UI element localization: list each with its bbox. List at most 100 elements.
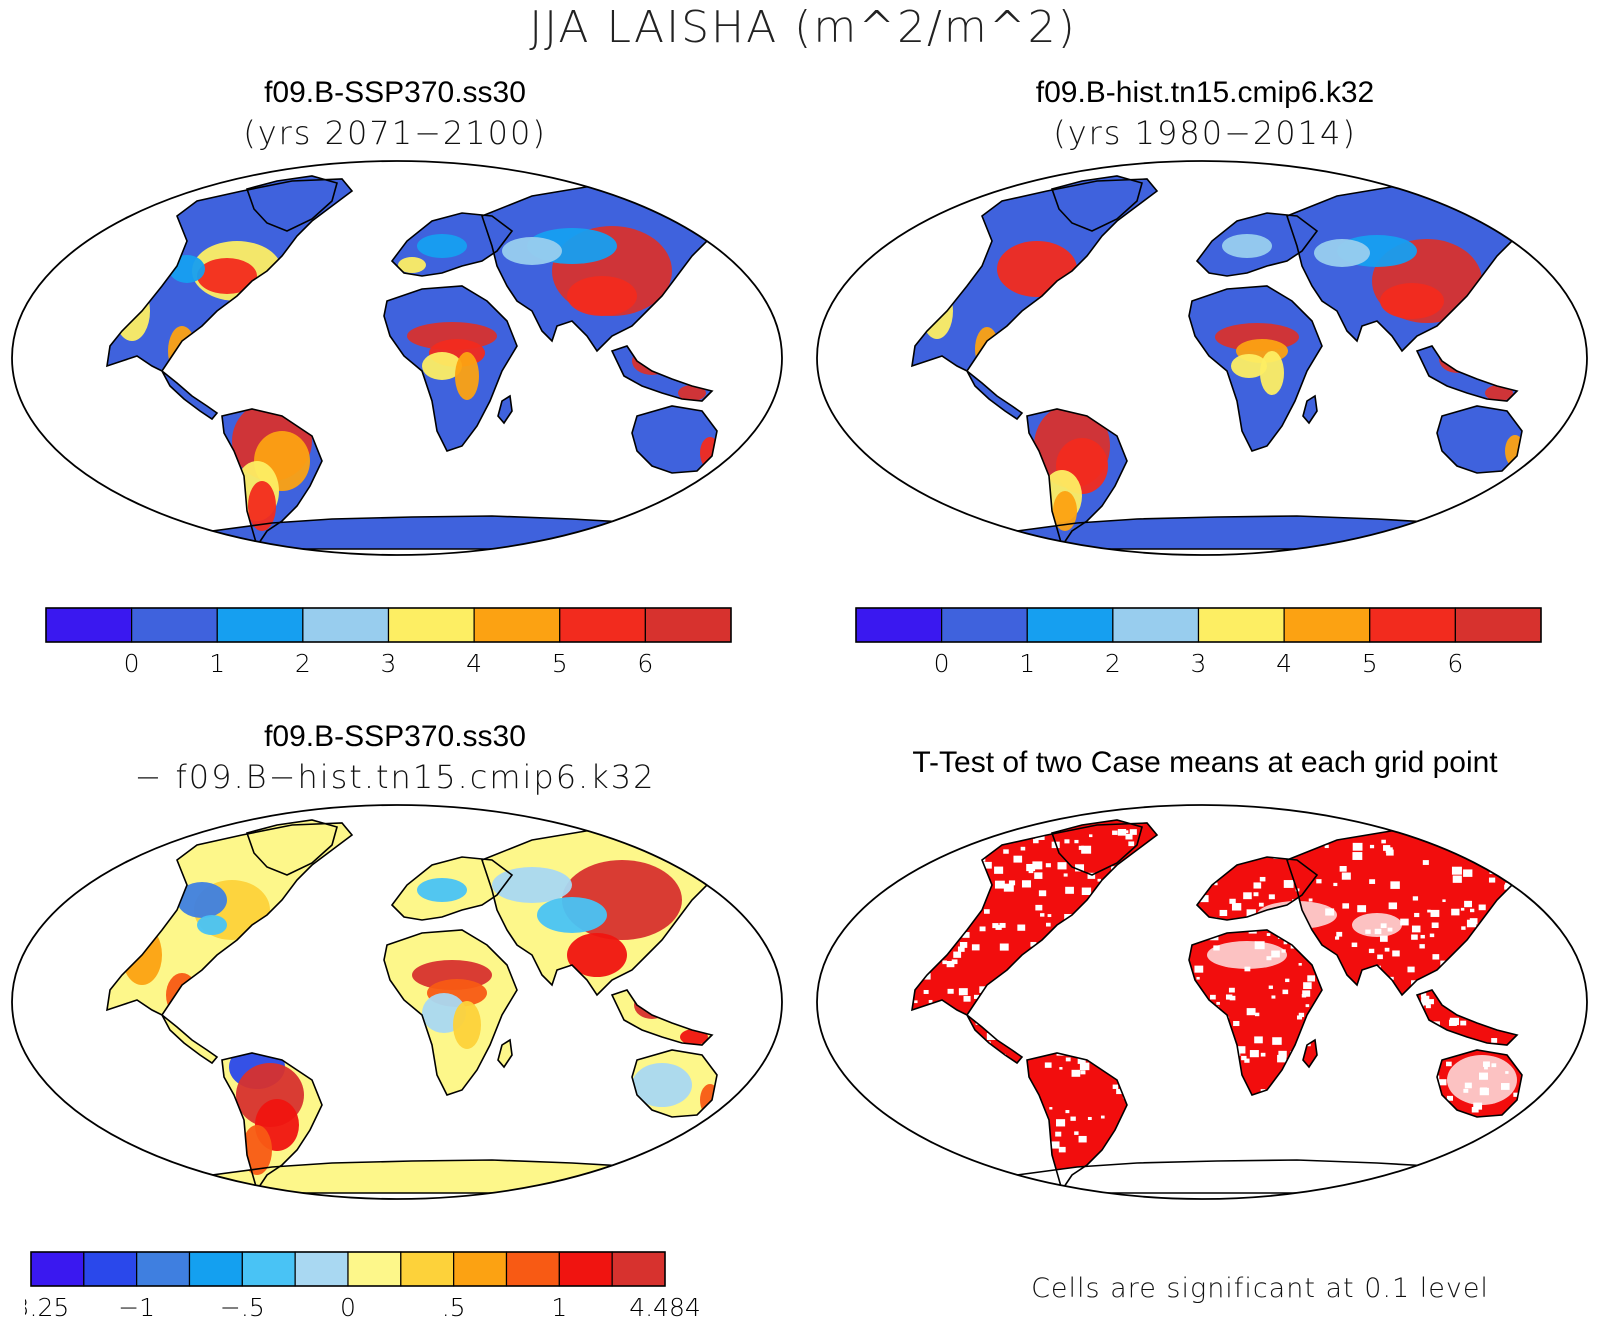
insignificant-cell (1357, 905, 1367, 913)
insignificant-cell (1017, 924, 1026, 931)
insignificant-cell (1528, 829, 1533, 833)
significance-note: Cells are significant at 0.1 level (1031, 1273, 1489, 1304)
insignificant-cell (1575, 941, 1579, 944)
coastline-central-america (161, 1014, 219, 1065)
insignificant-cell (1026, 863, 1036, 872)
insignificant-cell (1341, 872, 1351, 880)
field-patch (537, 897, 607, 933)
colorbar-swatch (294, 1251, 349, 1287)
coastline-greenland (1050, 175, 1143, 232)
colorbar-tick-label: 5 (1362, 649, 1378, 678)
insignificant-cell (1243, 892, 1252, 900)
insignificant-cell (1032, 861, 1043, 870)
insignificant-cell (1565, 836, 1573, 843)
insignificant-cell (984, 909, 990, 914)
insignificant-cell (1228, 987, 1235, 993)
insignificant-cell (1075, 864, 1085, 872)
insignificant-cell (1296, 1015, 1303, 1020)
insignificant-cell (1268, 894, 1275, 900)
insignificant-cell (1056, 1119, 1066, 1127)
insignificant-cell (1548, 1132, 1552, 1135)
field-patch (502, 237, 562, 265)
insignificant-cell (1538, 825, 1544, 829)
insignificant-cell (1576, 944, 1582, 949)
insignificant-cell (999, 943, 1009, 951)
insignificant-cell (1244, 1058, 1250, 1063)
insignificant-cell (1390, 881, 1400, 889)
insignificant-cell (1533, 1117, 1540, 1123)
insignificant-cell (1550, 851, 1557, 857)
coastline-south-america (221, 1052, 323, 1192)
insignificant-cell (1030, 941, 1037, 947)
coastline-australia (1436, 1049, 1523, 1118)
insignificant-cell (1420, 934, 1425, 939)
insignificant-cell (1040, 913, 1045, 917)
insignificant-cell (871, 1109, 879, 1115)
insignificant-cell (1563, 854, 1571, 861)
field-patch (567, 276, 637, 316)
coastline-central-america (966, 370, 1024, 421)
insignificant-cell (1298, 1012, 1305, 1018)
insignificant-cell (852, 1115, 858, 1120)
coastline-madagascar (497, 1038, 513, 1069)
insignificant-cell (1112, 830, 1118, 835)
coastline-australia (631, 1049, 718, 1118)
colorbar-tick-label: 6 (637, 649, 653, 678)
insignificant-cell (1421, 995, 1430, 1003)
colorbar-tick-label: 2 (295, 649, 311, 678)
field-patch (398, 257, 426, 273)
insignificant-cell (1253, 892, 1259, 897)
insignificant-cell (1033, 838, 1039, 844)
insignificant-cell (849, 832, 854, 836)
coastline-europe (390, 212, 514, 277)
insignificant-cell (1548, 1117, 1553, 1122)
insignificant-cell (1117, 829, 1127, 836)
insignificant-cell (1352, 842, 1363, 851)
colorbar-tick-label: 1 (1019, 649, 1035, 678)
insignificant-cell (1070, 1116, 1076, 1121)
map-group (816, 804, 1592, 1200)
insignificant-cell (1466, 840, 1472, 844)
insignificant-cell (1055, 1131, 1062, 1137)
colorbar-difference: −3.25 −1 −.5 0 .5 1 4.484 (25, 1251, 701, 1322)
coastline-south-america (1026, 1052, 1128, 1192)
map-difference-laisha (11, 804, 783, 1200)
insignificant-cell (1045, 922, 1051, 927)
insignificant-cell (885, 1154, 894, 1161)
insignificant-cell (1229, 898, 1236, 904)
insignificant-cell (1298, 963, 1302, 966)
insignificant-cell (1477, 1139, 1482, 1144)
insignificant-cell (855, 1114, 859, 1117)
insignificant-cell (1584, 957, 1592, 963)
insignificant-cell (1035, 904, 1043, 911)
insignificant-cell (1449, 1019, 1457, 1026)
insignificant-cell (971, 944, 980, 951)
insignificant-cell (994, 866, 1004, 874)
insignificant-cell (1490, 849, 1496, 854)
insignificant-cell (942, 960, 947, 965)
insignificant-cell (1128, 841, 1135, 847)
insignificant-cell (1020, 846, 1026, 851)
colorbar-tick-label: 3 (381, 649, 397, 678)
insignificant-cell (1335, 936, 1340, 940)
colorbar-swatch (1197, 607, 1285, 643)
land-australia (1437, 406, 1522, 473)
insignificant-cell (858, 877, 867, 885)
insignificant-cell (881, 866, 886, 870)
coastline-southeast-asia (1415, 989, 1519, 1046)
insignificant-cell (1268, 985, 1273, 989)
colorbar-tick-label: 6 (1447, 649, 1463, 678)
insignificant-cell (1529, 836, 1535, 842)
coastline-madagascar (1302, 394, 1318, 425)
insignificant-cell (1545, 1103, 1552, 1108)
insignificant-cell (861, 849, 866, 853)
insignificant-cell (1283, 941, 1288, 945)
coastline-central-america (966, 1014, 1024, 1065)
insignificant-cell (1550, 829, 1557, 838)
insignificant-cell (1547, 896, 1557, 904)
colorbar-outline (855, 607, 1542, 643)
colorbar-swatch (559, 607, 646, 643)
insignificant-cell (1442, 899, 1446, 903)
coastline-greenland (1050, 819, 1143, 876)
colorbar-group: −3.25 −1 −.5 0 .5 1 4.484 (25, 1251, 701, 1322)
